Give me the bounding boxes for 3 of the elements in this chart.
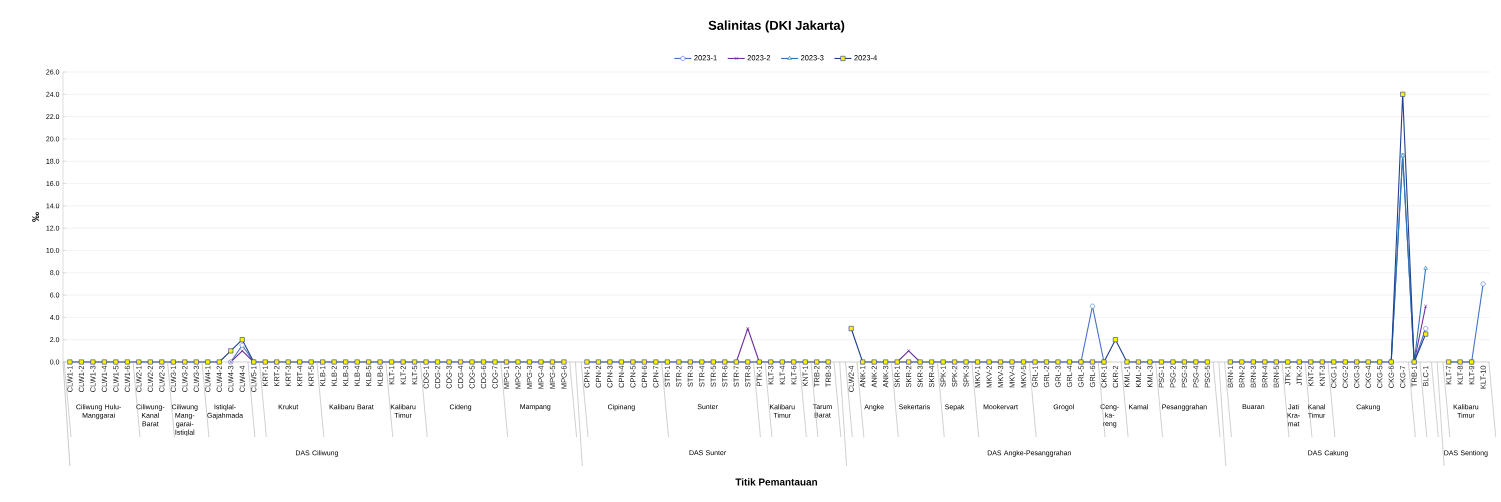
chart-title: Salinitas (DKI Jakarta)	[708, 20, 845, 33]
text: Titik Pemantauan	[735, 478, 818, 486]
y-axis-title: ‰	[32, 212, 40, 222]
